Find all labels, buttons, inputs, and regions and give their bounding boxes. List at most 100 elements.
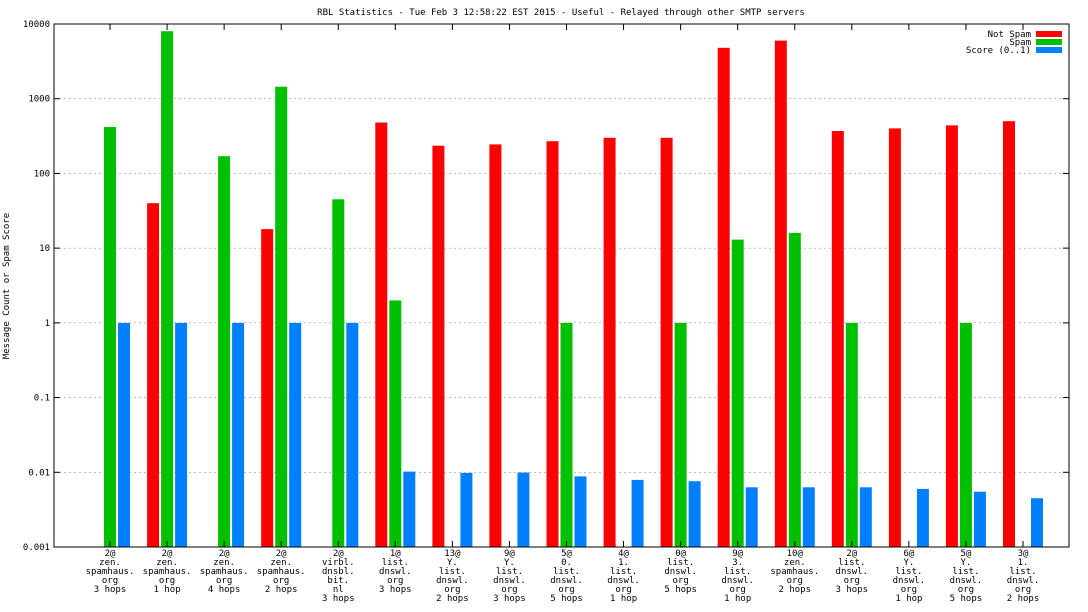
x-tick-label: 2@ (219, 549, 230, 559)
x-tick-label: 3 hops (836, 585, 869, 595)
bars (104, 31, 1043, 548)
x-tick-label: 5@ (961, 549, 972, 559)
x-tick-label: 0@ (675, 549, 686, 559)
y-tick-label: 0.1 (34, 394, 50, 404)
x-tick-label: 4@ (618, 549, 629, 559)
x-tick-label: 9@ (732, 549, 743, 559)
chart-title: RBL Statistics - Tue Feb 3 12:58:22 EST … (317, 8, 805, 18)
x-tick-label: dnswl. (721, 576, 754, 586)
legend-swatch (1036, 39, 1062, 45)
x-tick-label: org (558, 585, 574, 595)
x-tick-label: 3 hops (322, 594, 355, 604)
x-tick-label: list. (952, 567, 979, 577)
x-tick-label: 9@ (504, 549, 515, 559)
plot-frame (53, 23, 1070, 548)
y-tick-label: 10000 (23, 20, 50, 30)
bar-spam (959, 322, 972, 547)
x-tick-label: org (102, 576, 118, 586)
bar-spam (560, 322, 573, 547)
bar-score-0-1 (574, 476, 587, 547)
x-tick-label: 4 hops (208, 585, 241, 595)
y-tick-label: 0.01 (28, 468, 50, 478)
bar-score-0-1 (916, 488, 929, 547)
x-tick-label: list. (496, 567, 523, 577)
y-tick-label: 1000 (28, 95, 50, 105)
x-tick-label: spamhaus. (143, 567, 192, 577)
bar-spam (218, 156, 231, 547)
x-tick-label: org (615, 585, 631, 595)
x-tick-label: org (159, 576, 175, 586)
x-tick-label: list. (724, 567, 751, 577)
x-tick-label: 3 hops (94, 585, 127, 595)
x-tick-label: virbl. (322, 558, 355, 568)
x-tick-label: zen. (784, 558, 806, 568)
y-axis-label: Message Count or Spam Score (2, 213, 12, 359)
bar-not-spam (774, 40, 787, 547)
x-tick-label: 3. (732, 558, 743, 568)
x-tick-label: spamhaus. (770, 567, 819, 577)
bar-not-spam (1003, 121, 1015, 547)
x-tick-label: org (844, 576, 860, 586)
x-tick-label: list. (838, 558, 865, 568)
x-tick-label: 2@ (276, 549, 287, 559)
bar-spam (275, 86, 288, 547)
bar-score-0-1 (118, 322, 130, 547)
x-tick-label: 3 hops (379, 585, 412, 595)
x-tick-label: 1. (618, 558, 629, 568)
bar-score-0-1 (175, 322, 188, 547)
bar-not-spam (603, 137, 616, 548)
x-tick-label: 1@ (390, 549, 401, 559)
x-tick-label: 5 hops (550, 594, 583, 604)
bar-spam (674, 322, 687, 547)
x-tick-label: list. (1009, 567, 1036, 577)
x-tick-label: list. (895, 567, 922, 577)
x-tick-label: zen. (270, 558, 292, 568)
x-tick-label: 1 hop (610, 594, 637, 604)
bar-spam (788, 232, 801, 547)
x-tick-label: 5@ (561, 549, 572, 559)
x-tick-label: org (273, 576, 289, 586)
x-tick-label: 2 hops (436, 594, 469, 604)
x-tick-label: 5 hops (664, 585, 697, 595)
x-tick-label: dnswl. (436, 576, 469, 586)
bar-score-0-1 (745, 487, 758, 547)
legend-label: Spam (1009, 38, 1031, 48)
bar-spam (389, 300, 402, 547)
legend-swatch (1036, 47, 1062, 53)
bar-spam (104, 126, 116, 548)
bar-not-spam (888, 128, 901, 547)
x-tick-label: org (730, 585, 746, 595)
x-tick-label: list. (667, 558, 694, 568)
bar-spam (731, 239, 744, 547)
x-tick-label: org (901, 585, 917, 595)
bar-not-spam (546, 141, 559, 547)
x-tick-label: 2 hops (1007, 594, 1040, 604)
y-axis-ticks: 0.001 0.01 0.1 1 10 100 1000 10000 (23, 20, 1069, 553)
x-tick-label: dnswl. (607, 576, 640, 586)
bar-not-spam (147, 203, 160, 547)
bar-score-0-1 (403, 471, 416, 547)
bar-not-spam (717, 47, 730, 548)
bar-score-0-1 (517, 472, 530, 547)
x-tick-label: org (216, 576, 232, 586)
bar-score-0-1 (1031, 498, 1043, 547)
x-tick-label: 1. (1018, 558, 1029, 568)
bar-not-spam (375, 122, 388, 547)
x-tick-label: spamhaus. (200, 567, 249, 577)
x-tick-label: Y. (504, 558, 515, 568)
bar-score-0-1 (460, 472, 473, 547)
legend-label: Not Spam (988, 30, 1031, 40)
x-tick-label: 10@ (787, 549, 804, 559)
x-tick-label: 2@ (105, 549, 116, 559)
x-tick-label: Y. (447, 558, 458, 568)
x-tick-label: org (387, 576, 403, 586)
x-tick-label: 6@ (903, 549, 914, 559)
x-tick-label: dnswl. (493, 576, 526, 586)
y-tick-label: 1 (45, 319, 50, 329)
x-tick-label: dnswl. (893, 576, 926, 586)
x-tick-label: Y. (903, 558, 914, 568)
x-tick-label: 1 hop (724, 594, 751, 604)
